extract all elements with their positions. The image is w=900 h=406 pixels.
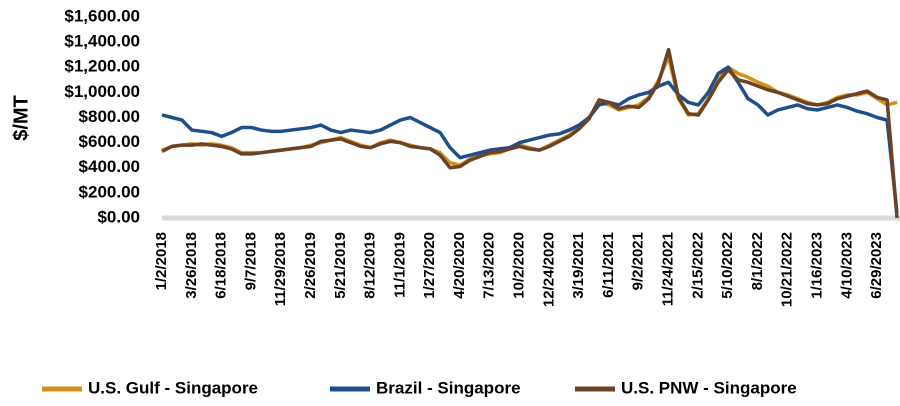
x-tick-label: 8/1/2022	[749, 232, 766, 290]
y-tick-label: $800.00	[79, 107, 140, 126]
series-line	[161, 47, 899, 219]
series-line	[161, 65, 899, 214]
y-axis-title: $/MT	[10, 95, 32, 141]
y-tick-label: $1,200.00	[64, 57, 140, 76]
y-tick-label: $1,400.00	[64, 32, 140, 51]
x-tick-label: 8/12/2019	[362, 232, 379, 299]
x-tick-label: 3/19/2021	[570, 232, 587, 299]
y-tick-label: $0.00	[97, 207, 140, 226]
y-tick-label: $400.00	[79, 157, 140, 176]
x-tick-label: 11/29/2018	[272, 232, 289, 306]
x-tick-label: 6/11/2021	[600, 232, 617, 298]
y-tick-label: $1,600.00	[64, 6, 140, 25]
x-tick-label: 1/16/2023	[809, 232, 826, 299]
x-tick-label: 10/21/2022	[779, 232, 796, 307]
x-tick-label: 2/15/2022	[689, 232, 706, 299]
x-tick-label: 11/24/2021	[660, 232, 677, 306]
x-tick-label: 3/26/2018	[183, 232, 200, 299]
x-tick-label: 9/7/2018	[242, 232, 259, 290]
x-tick-label: 4/10/2023	[838, 232, 855, 299]
x-tick-label: 4/20/2020	[451, 232, 468, 299]
y-tick-label: $1,000.00	[64, 82, 140, 101]
y-tick-label: $600.00	[79, 132, 140, 151]
legend-label: U.S. PNW - Singapore	[621, 378, 797, 397]
x-tick-label: 12/24/2020	[540, 232, 557, 307]
x-tick-label: 9/2/2021	[630, 232, 647, 290]
x-tick-label: 1/2/2018	[153, 232, 170, 290]
x-tick-label: 5/21/2019	[332, 232, 349, 299]
x-tick-label: 7/13/2020	[481, 232, 498, 299]
y-tick-label: $200.00	[79, 182, 140, 201]
x-tick-label: 5/10/2022	[719, 232, 736, 299]
x-tick-label: 1/27/2020	[421, 232, 438, 299]
x-tick-label: 10/2/2020	[511, 232, 528, 299]
x-tick-label: 2/26/2019	[302, 232, 319, 299]
x-tick-label: 11/1/2019	[391, 232, 408, 298]
x-tick-label: 6/29/2023	[868, 232, 885, 299]
legend-label: Brazil - Singapore	[376, 378, 521, 397]
legend-label: U.S. Gulf - Singapore	[88, 378, 258, 397]
x-tick-label: 6/18/2018	[213, 232, 230, 299]
